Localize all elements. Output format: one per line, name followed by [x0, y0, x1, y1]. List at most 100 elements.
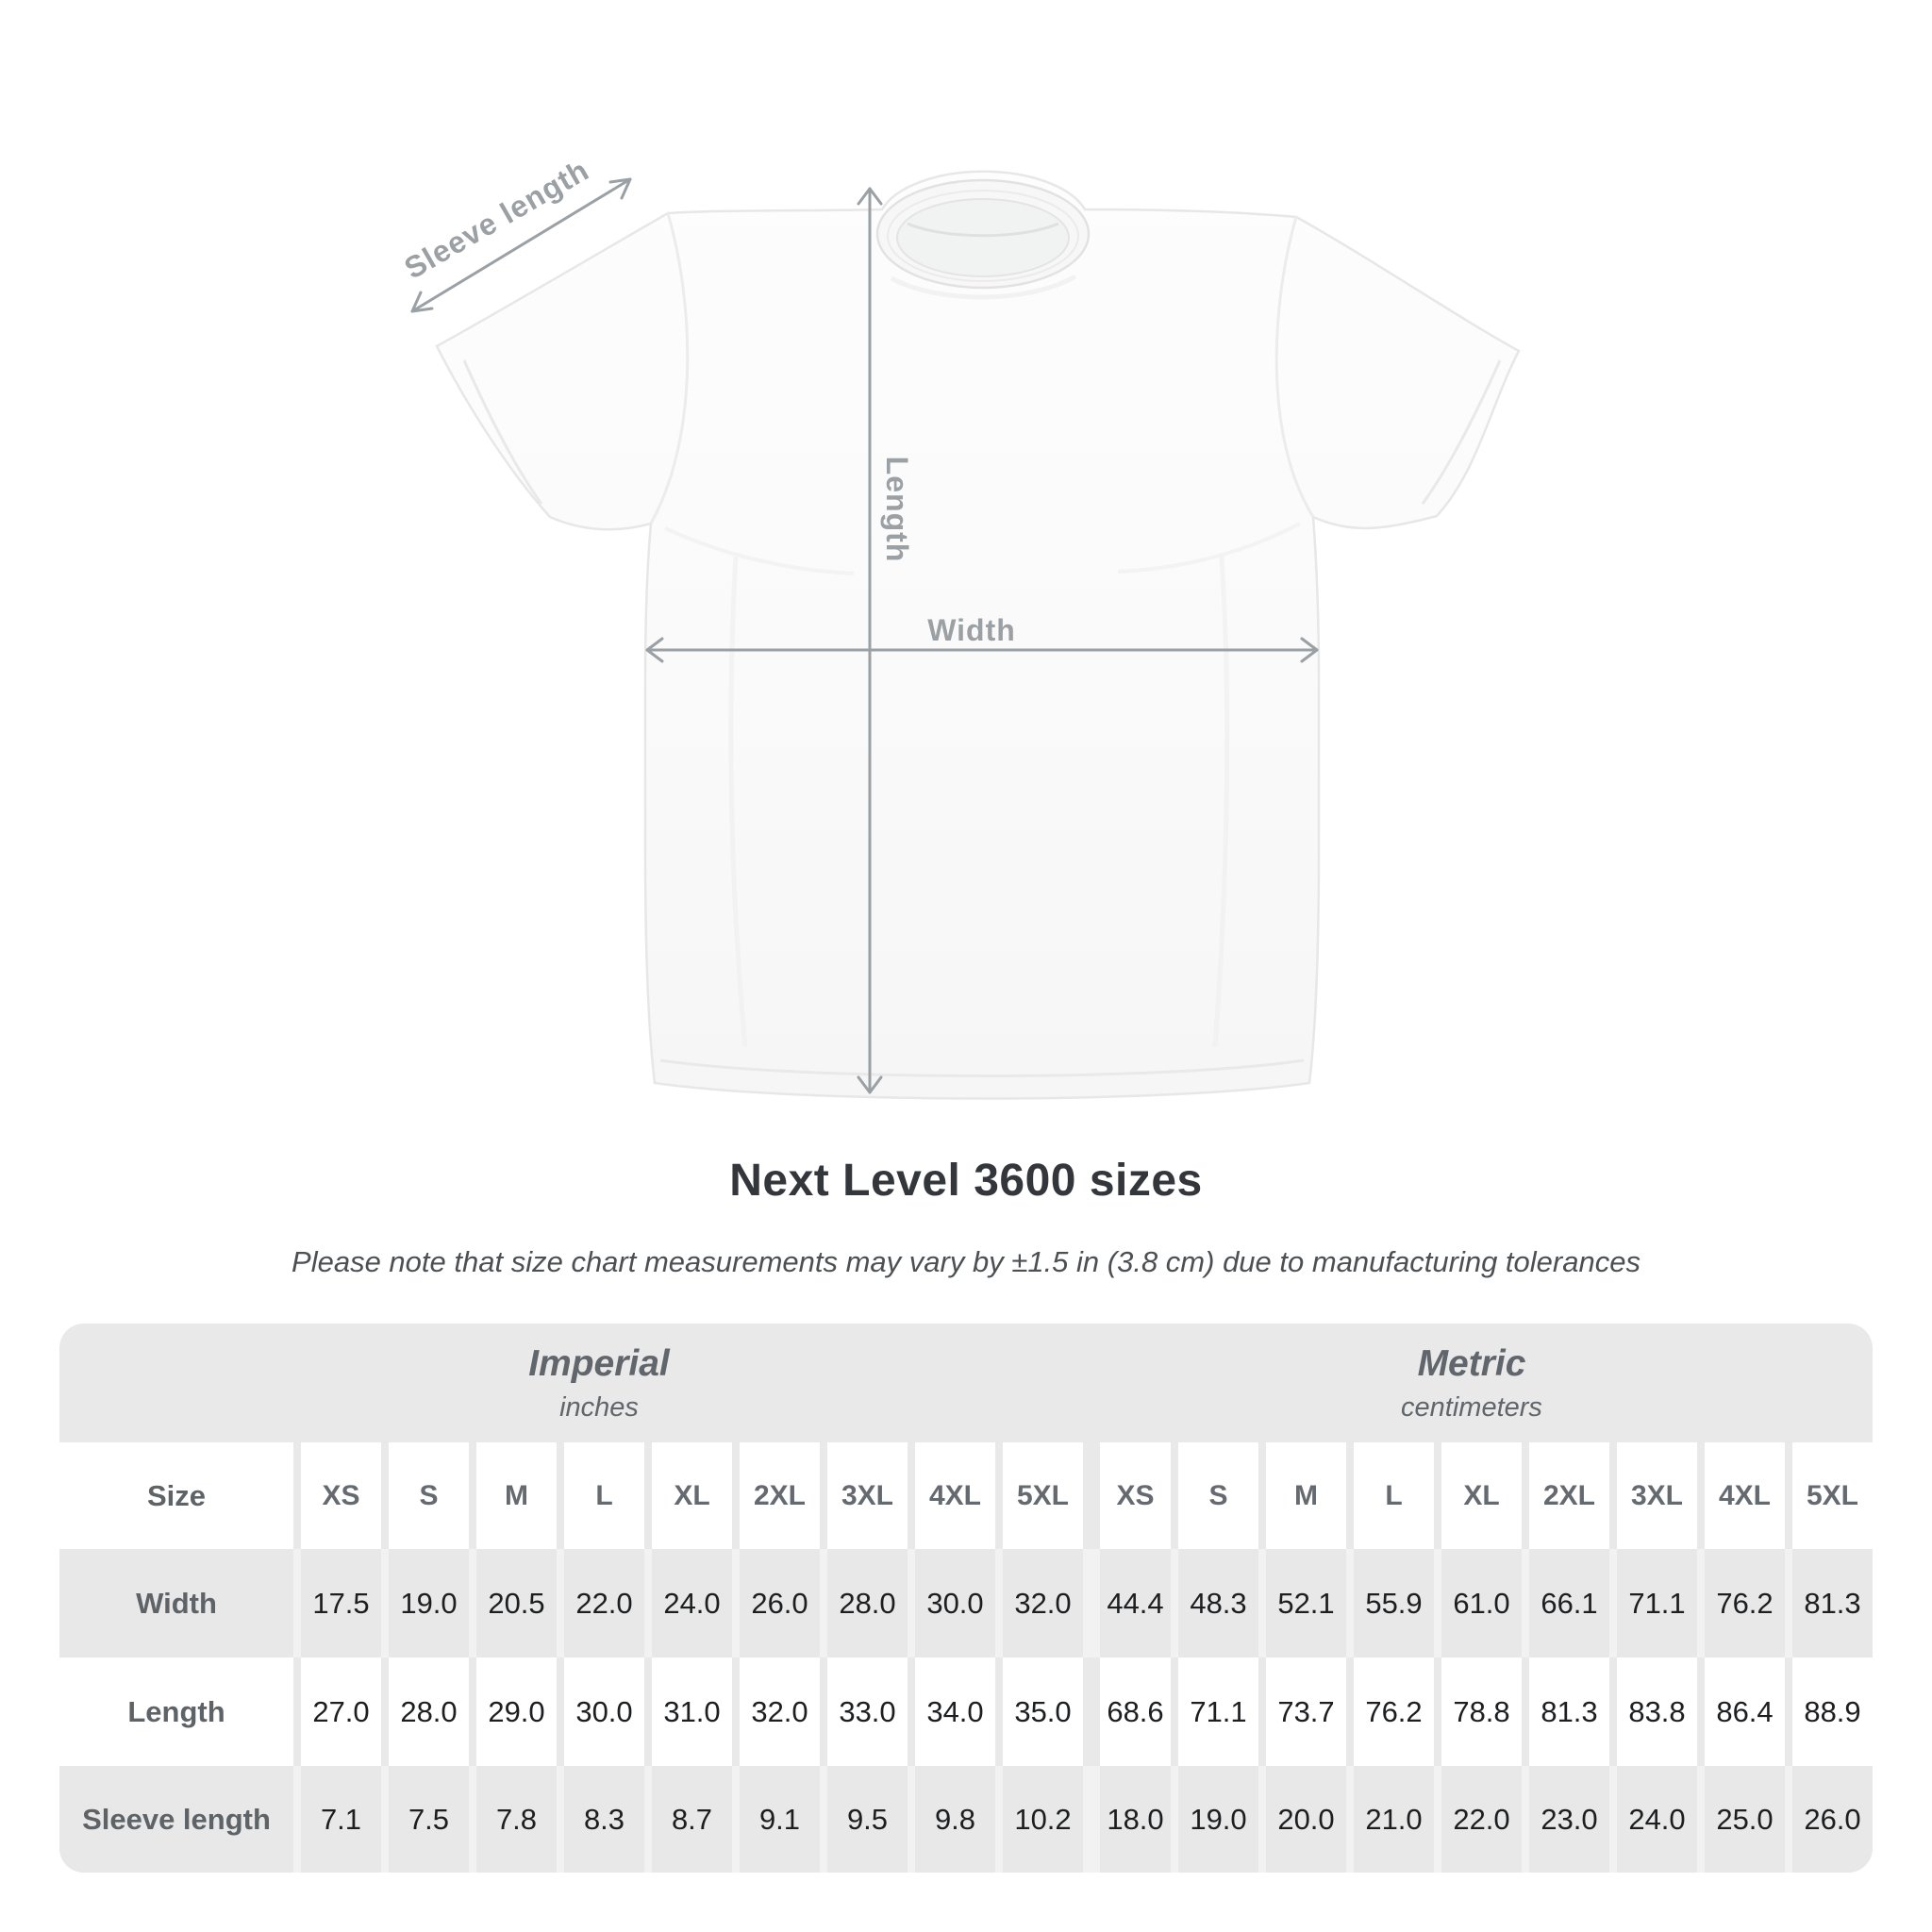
size-table: Imperial inches Metric centimeters Size … — [59, 1324, 1873, 1873]
wrinkle — [1212, 556, 1230, 1048]
table-cell: 76.2 — [1697, 1549, 1785, 1657]
left-armhole-seam — [649, 212, 690, 525]
table-cell: 20.5 — [469, 1549, 557, 1657]
table-cell: 32.0 — [995, 1549, 1083, 1657]
table-cell: 22.0 — [1434, 1766, 1522, 1873]
wrinkle — [728, 556, 748, 1048]
size-column-header: L — [1346, 1442, 1434, 1549]
table-cell: 21.0 — [1346, 1766, 1434, 1873]
page-subtitle: Please note that size chart measurements… — [291, 1245, 1641, 1278]
table-cell: 9.1 — [732, 1766, 820, 1873]
table-cell: 71.1 — [1171, 1657, 1258, 1766]
table-cell: 7.1 — [293, 1766, 381, 1873]
length-arrowhead-bottom — [857, 1075, 883, 1094]
size-column-header: 5XL — [995, 1442, 1083, 1549]
table-cell: 86.4 — [1697, 1657, 1785, 1766]
table-cell: 20.0 — [1258, 1766, 1346, 1873]
table-cell: 32.0 — [732, 1657, 820, 1766]
table-cell: 27.0 — [293, 1657, 381, 1766]
table-cell: 28.0 — [381, 1657, 469, 1766]
collar-rib — [887, 190, 1079, 282]
length-label: Length — [880, 457, 914, 563]
table-cell: 34.0 — [908, 1657, 995, 1766]
bottom-hem-stitch — [659, 1058, 1305, 1077]
table-cell: 26.0 — [732, 1549, 820, 1657]
size-column-header: XL — [644, 1442, 732, 1549]
row-label: Width — [59, 1549, 293, 1657]
table-cell: 35.0 — [995, 1657, 1083, 1766]
imperial-group-title: Imperial — [528, 1342, 670, 1384]
imperial-group-header: Imperial inches — [316, 1324, 882, 1442]
table-cell: 9.8 — [908, 1766, 995, 1873]
table-cell: 52.1 — [1258, 1549, 1346, 1657]
size-column-header: 4XL — [1697, 1442, 1785, 1549]
tshirt-measurement-diagram: Length Width Sleeve length — [399, 153, 1521, 1100]
wrinkle — [1117, 522, 1301, 574]
size-column-header: 3XL — [820, 1442, 908, 1549]
tshirt-graphic — [435, 170, 1521, 1100]
table-cell: 9.5 — [820, 1766, 908, 1873]
table-cell: 8.3 — [557, 1766, 644, 1873]
table-cell: 19.0 — [381, 1549, 469, 1657]
table-cell: 17.5 — [293, 1549, 381, 1657]
table-cell: 22.0 — [557, 1549, 644, 1657]
size-column-header: 3XL — [1609, 1442, 1697, 1549]
size-column-header: 2XL — [1522, 1442, 1609, 1549]
table-cell: 7.5 — [381, 1766, 469, 1873]
right-sleeve-stitch — [1421, 359, 1502, 505]
table-cell: 25.0 — [1697, 1766, 1785, 1873]
width-label: Width — [927, 613, 1016, 647]
wrinkle — [664, 526, 855, 575]
size-column-header: S — [1171, 1442, 1258, 1549]
imperial-group-unit: inches — [559, 1391, 639, 1423]
table-cell: 24.0 — [644, 1549, 732, 1657]
metric-group-title: Metric — [1417, 1342, 1526, 1384]
size-column-header: 5XL — [1785, 1442, 1873, 1549]
size-column-header: XS — [1083, 1442, 1171, 1549]
page-title: Next Level 3600 sizes — [729, 1156, 1203, 1206]
table-cell: 8.7 — [644, 1766, 732, 1873]
table-cell: 76.2 — [1346, 1657, 1434, 1766]
size-grid: Size XS S M L XL 2XL 3XL 4XL 5XL XS S M … — [59, 1442, 1873, 1873]
metric-group-header: Metric centimeters — [1189, 1324, 1755, 1442]
metric-group-unit: centimeters — [1401, 1391, 1542, 1423]
table-cell: 81.3 — [1522, 1657, 1609, 1766]
size-column-header: S — [381, 1442, 469, 1549]
sleeve-arrowhead-ne — [608, 177, 632, 200]
left-sleeve-stitch — [462, 359, 543, 505]
collar-back-seam — [907, 222, 1059, 238]
width-arrowhead-right — [1300, 637, 1319, 663]
table-cell: 78.8 — [1434, 1657, 1522, 1766]
table-cell: 30.0 — [908, 1549, 995, 1657]
collar-opening — [896, 198, 1070, 277]
table-cell: 10.2 — [995, 1766, 1083, 1873]
table-cell: 26.0 — [1785, 1766, 1873, 1873]
row-label: Length — [59, 1657, 293, 1766]
table-cell: 31.0 — [644, 1657, 732, 1766]
table-cell: 68.6 — [1083, 1657, 1171, 1766]
table-cell: 44.4 — [1083, 1549, 1171, 1657]
length-arrowhead-top — [857, 187, 883, 206]
unit-group-band: Imperial inches Metric centimeters — [59, 1324, 1873, 1442]
table-cell: 18.0 — [1083, 1766, 1171, 1873]
size-row-label: Size — [59, 1442, 293, 1549]
table-cell: 29.0 — [469, 1657, 557, 1766]
table-cell: 33.0 — [820, 1657, 908, 1766]
sleeve-arrow-line — [410, 177, 632, 313]
collar-shadow — [890, 274, 1077, 300]
size-column-header: 4XL — [908, 1442, 995, 1549]
sleeve-arrowhead-sw — [410, 291, 434, 313]
width-arrowhead-left — [645, 637, 664, 663]
table-cell: 83.8 — [1609, 1657, 1697, 1766]
table-cell: 28.0 — [820, 1549, 908, 1657]
table-cell: 55.9 — [1346, 1549, 1434, 1657]
table-cell: 19.0 — [1171, 1766, 1258, 1873]
table-cell: 48.3 — [1171, 1549, 1258, 1657]
size-column-header: XL — [1434, 1442, 1522, 1549]
size-column-header: 2XL — [732, 1442, 820, 1549]
tshirt-body — [435, 170, 1521, 1100]
table-cell: 24.0 — [1609, 1766, 1697, 1873]
table-cell: 66.1 — [1522, 1549, 1609, 1657]
size-column-header: L — [557, 1442, 644, 1549]
